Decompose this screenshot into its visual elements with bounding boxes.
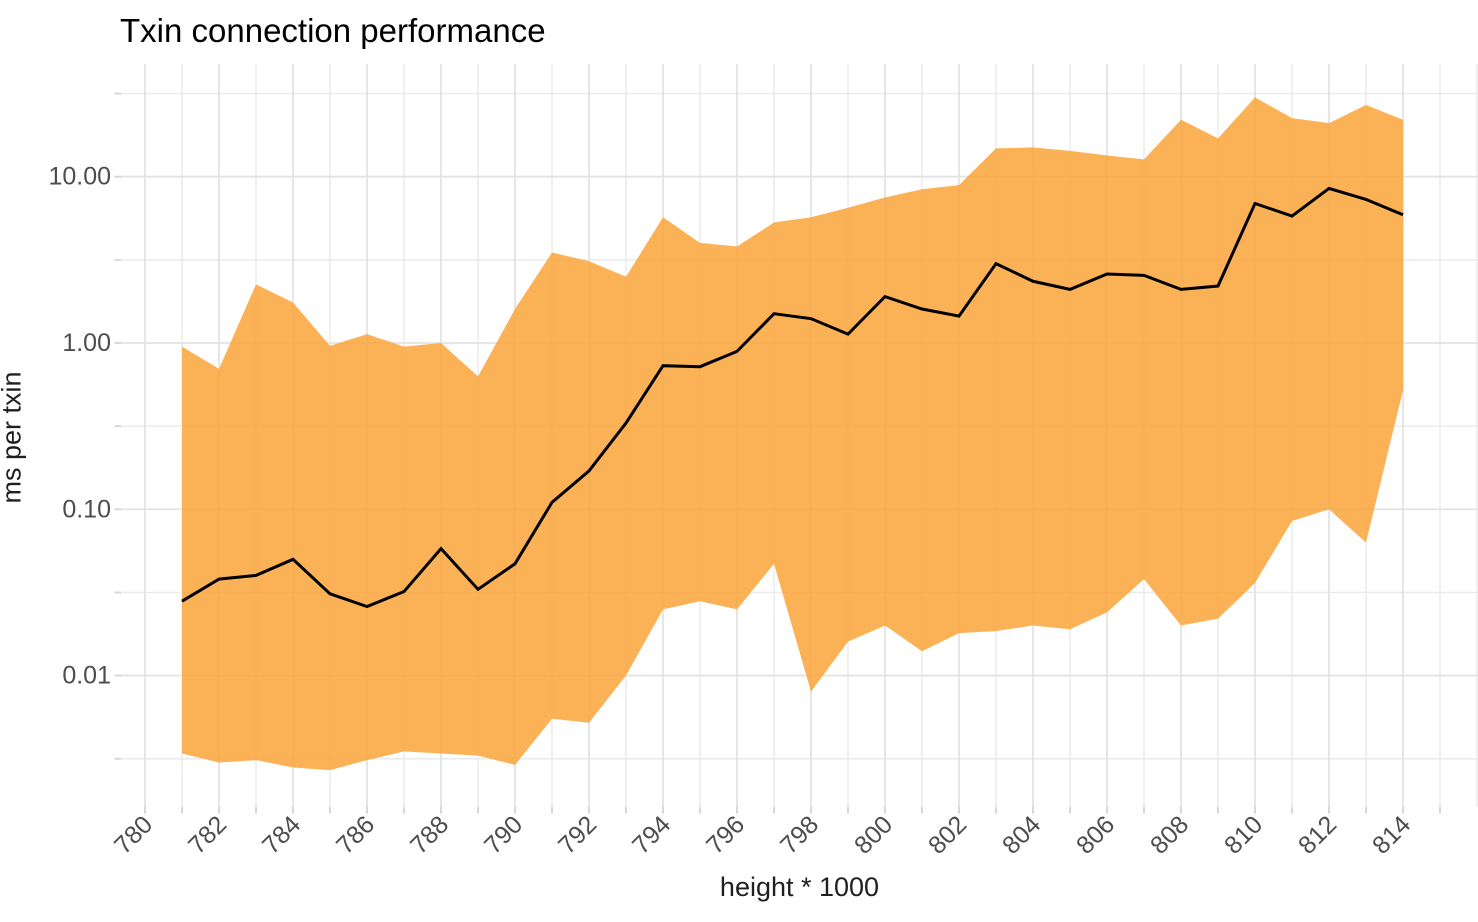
y-tick-label: 0.01 — [62, 662, 111, 690]
x-tick-label: 782 — [183, 810, 232, 859]
x-tick-label: 808 — [1145, 810, 1194, 859]
y-tick-label: 1.00 — [62, 329, 111, 357]
x-tick-label: 796 — [701, 810, 750, 859]
x-tick-label: 784 — [257, 810, 306, 859]
x-tick-label: 794 — [627, 810, 676, 859]
median-line — [181, 186, 1404, 609]
x-tick-label: 780 — [109, 810, 158, 859]
x-tick-label: 786 — [331, 810, 380, 859]
x-tick-label: 792 — [553, 810, 602, 859]
x-tick-label: 812 — [1293, 810, 1342, 859]
chart-title: Txin connection performance — [120, 12, 546, 49]
y-tick-label: 0.10 — [62, 495, 111, 523]
y-axis-title: ms per txin — [0, 371, 27, 504]
x-tick-label: 788 — [405, 810, 454, 859]
x-tick-label: 790 — [479, 810, 528, 859]
x-tick-label: 804 — [997, 810, 1046, 859]
x-tick-label: 800 — [849, 810, 898, 859]
x-tick-label: 806 — [1071, 810, 1120, 859]
x-tick-label: 802 — [923, 810, 972, 859]
x-tick-label: 810 — [1219, 810, 1268, 859]
x-tick-label: 814 — [1367, 810, 1416, 859]
x-tick-label: 798 — [775, 810, 824, 859]
range-ribbon — [182, 97, 1404, 771]
x-axis-title: height * 1000 — [719, 872, 880, 902]
y-tick-label: 10.00 — [48, 163, 111, 191]
